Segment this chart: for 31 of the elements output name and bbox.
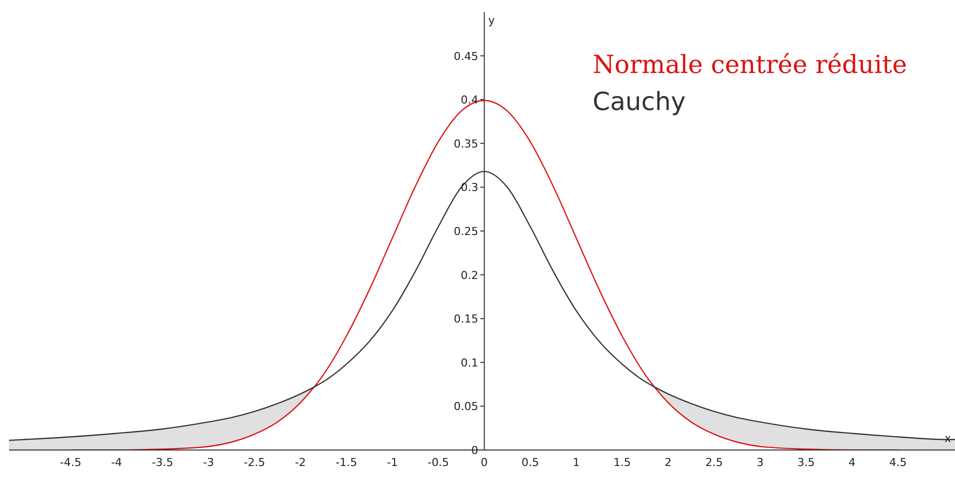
x-tick-label: -2.5	[244, 456, 266, 469]
x-tick-label: 3.5	[797, 456, 815, 469]
y-axis-title: y	[488, 14, 495, 27]
y-tick-label: 0.2	[460, 268, 478, 282]
x-tick-label: 0.5	[522, 456, 540, 469]
y-tick-label: 0.4	[460, 94, 478, 107]
x-tick-label: 1.5	[613, 456, 631, 469]
y-tick-label: 0.15	[454, 312, 478, 326]
x-tick-label: -4	[111, 456, 122, 469]
x-tick-label: -2	[294, 456, 306, 469]
x-tick-label: 2.5	[705, 456, 723, 469]
x-tick-label: -1.5	[336, 456, 358, 469]
y-tick-label: 0.05	[454, 400, 478, 414]
x-tick-label: -4.5	[60, 456, 82, 469]
x-tick-label: -3	[203, 456, 214, 469]
x-tick-label: -1	[386, 456, 398, 469]
x-tick-label: -0.5	[428, 456, 450, 469]
y-tick-label: 0.25	[454, 225, 478, 238]
y-tick-label: 0.1	[460, 356, 478, 370]
text: Normale centrée réduite	[592, 50, 907, 79]
x-tick-label: -3.5	[152, 456, 174, 469]
x-tick-label: 4	[848, 456, 856, 469]
x-tick-label: 2	[664, 456, 672, 469]
x-tick-label: 3	[756, 456, 764, 469]
text: Cauchy	[592, 87, 687, 116]
y-tick-label: 0.45	[454, 50, 478, 63]
x-tick-label: 4.5	[889, 456, 907, 469]
x-tick-label: 0	[480, 456, 488, 469]
y-tick-label: 0.35	[454, 137, 478, 150]
x-tick-label: 1	[572, 456, 580, 469]
y-tick-label: 0.3	[460, 181, 478, 194]
